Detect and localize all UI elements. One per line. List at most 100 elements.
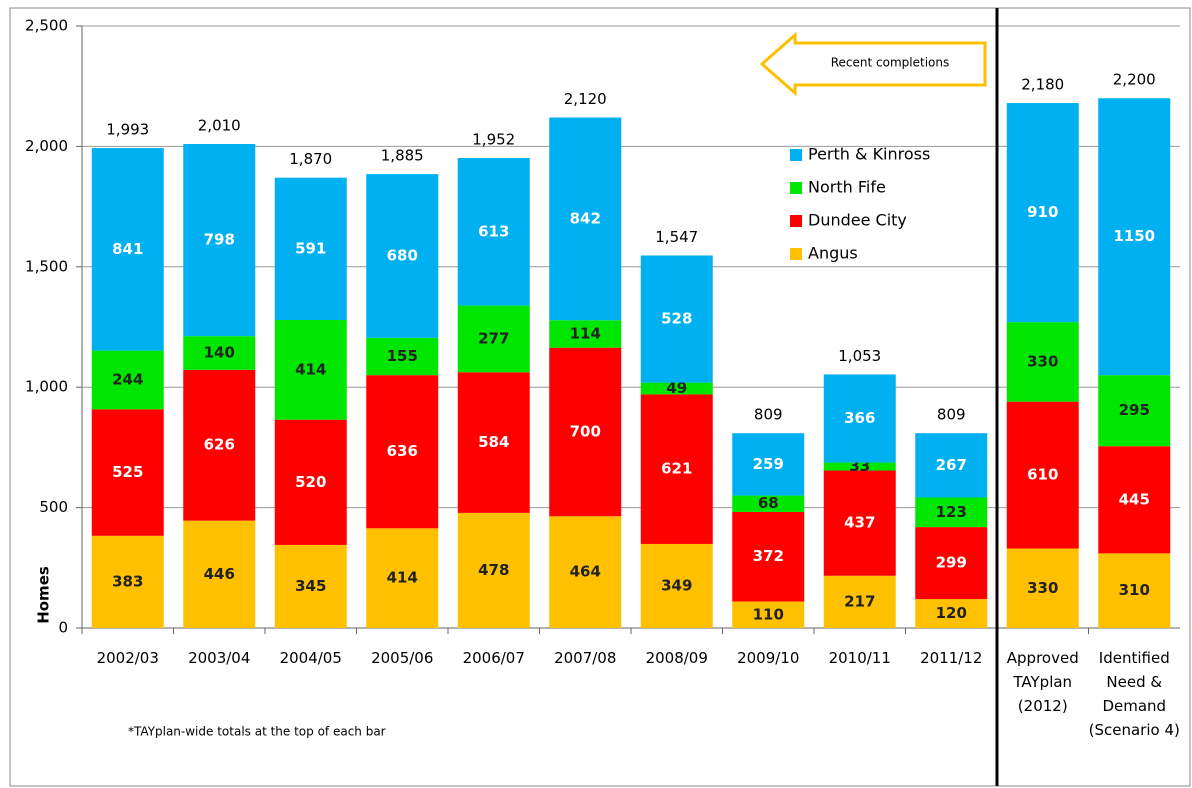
data-label: 299 <box>936 554 967 572</box>
bar-segment <box>274 177 347 321</box>
total-label: 1,547 <box>655 228 698 246</box>
bar-segment <box>915 527 988 600</box>
bar-segment <box>915 599 988 628</box>
bar-segment <box>1098 375 1171 447</box>
data-label: 445 <box>1119 490 1150 508</box>
x-tick-label: 2006/07 <box>462 649 525 667</box>
data-label: 366 <box>844 409 875 427</box>
bar-segment <box>183 336 256 370</box>
data-label: 841 <box>112 240 143 258</box>
total-label: 809 <box>937 406 966 424</box>
bar-segment <box>1006 548 1079 628</box>
bar-segment <box>457 157 530 306</box>
bar-segment <box>1006 322 1079 402</box>
data-label: 584 <box>478 433 509 451</box>
data-label: 140 <box>204 344 235 362</box>
bar-segment <box>91 350 164 410</box>
data-label: 414 <box>387 569 418 587</box>
data-label: 310 <box>1119 581 1150 599</box>
bar-segment <box>274 320 347 420</box>
x-tick-label: 2002/03 <box>96 649 159 667</box>
bar-segment <box>640 543 713 628</box>
bar-segment <box>91 148 164 351</box>
data-label: 123 <box>936 503 967 521</box>
annotation: Recent completions <box>831 56 950 70</box>
data-label: 68 <box>758 494 779 512</box>
y-axis-label: Homes <box>35 566 53 624</box>
data-label: 295 <box>1119 401 1150 419</box>
total-label: 1,870 <box>289 150 332 168</box>
data-label: 114 <box>570 324 601 342</box>
data-label: 277 <box>478 329 509 347</box>
data-label: 437 <box>844 514 875 532</box>
bar-segment <box>274 419 347 545</box>
bar-segment <box>549 516 622 628</box>
bar-segment <box>1006 401 1079 549</box>
bar-segment <box>366 528 439 628</box>
x-tick-label: 2009/10 <box>737 649 800 667</box>
x-tick-label: 2005/06 <box>371 649 434 667</box>
data-label: 636 <box>387 442 418 460</box>
y-tick-label: 1,000 <box>25 378 68 396</box>
data-label: 621 <box>661 460 692 478</box>
arrow <box>759 31 987 97</box>
bar-segment <box>1098 553 1171 628</box>
bar-segment <box>640 394 713 544</box>
y-tick-label: 0 <box>58 619 68 637</box>
x-tick-label: 2003/04 <box>188 649 251 667</box>
data-label: 155 <box>387 347 418 365</box>
bar-segment <box>457 372 530 513</box>
footnote: *TAYplan-wide totals at the top of each … <box>128 725 386 739</box>
data-label: 700 <box>570 422 601 440</box>
x-tick-label: 2010/11 <box>828 649 891 667</box>
legend-label: Perth & Kinross <box>808 145 930 164</box>
data-label: 110 <box>753 605 784 623</box>
bar-segment <box>640 382 713 395</box>
data-label: 330 <box>1027 579 1058 597</box>
total-label: 1,885 <box>381 147 424 165</box>
y-tick-label: 1,500 <box>25 257 68 275</box>
bar-segment <box>823 462 896 471</box>
total-label: 809 <box>754 406 783 424</box>
data-label: 446 <box>204 565 235 583</box>
bar-segment <box>183 143 256 337</box>
bar-segment <box>915 433 988 498</box>
bar-segment <box>732 601 805 628</box>
bar-segment <box>91 535 164 628</box>
data-label: 613 <box>478 222 509 240</box>
data-label: 478 <box>478 561 509 579</box>
data-label: 49 <box>666 379 687 397</box>
x-tick-label: Identified Need & Demand (Scenario 4) <box>1088 649 1180 739</box>
bar-segment <box>457 512 530 628</box>
bar-segment <box>549 347 622 517</box>
x-tick-label: Approved TAYplan (2012) <box>1006 649 1079 715</box>
data-label: 591 <box>295 239 326 257</box>
data-label: 120 <box>936 604 967 622</box>
data-label: 842 <box>570 209 601 227</box>
data-label: 626 <box>204 436 235 454</box>
frame <box>9 7 1191 787</box>
y-tick-label: 2,000 <box>25 137 68 155</box>
bar-segment <box>91 409 164 536</box>
data-label: 464 <box>570 563 601 581</box>
data-label: 349 <box>661 576 692 594</box>
bar-segment <box>183 520 256 628</box>
x-tick-label: 2004/05 <box>279 649 342 667</box>
legend-swatch <box>790 182 802 194</box>
legend-label: North Fife <box>808 178 886 197</box>
data-label: 383 <box>112 572 143 590</box>
bar-segment <box>457 305 530 373</box>
x-tick-label: 2011/12 <box>920 649 983 667</box>
bar-segment <box>1006 103 1079 323</box>
y-tick-label: 2,500 <box>25 17 68 35</box>
bar-segment <box>915 497 988 528</box>
bar-segment <box>732 511 805 602</box>
bar-segment <box>183 369 256 521</box>
legend-label: Dundee City <box>808 211 907 230</box>
total-label: 1,952 <box>472 130 515 148</box>
data-label: 520 <box>295 473 326 491</box>
data-label: 910 <box>1027 203 1058 221</box>
x-tick-label: 2007/08 <box>554 649 617 667</box>
